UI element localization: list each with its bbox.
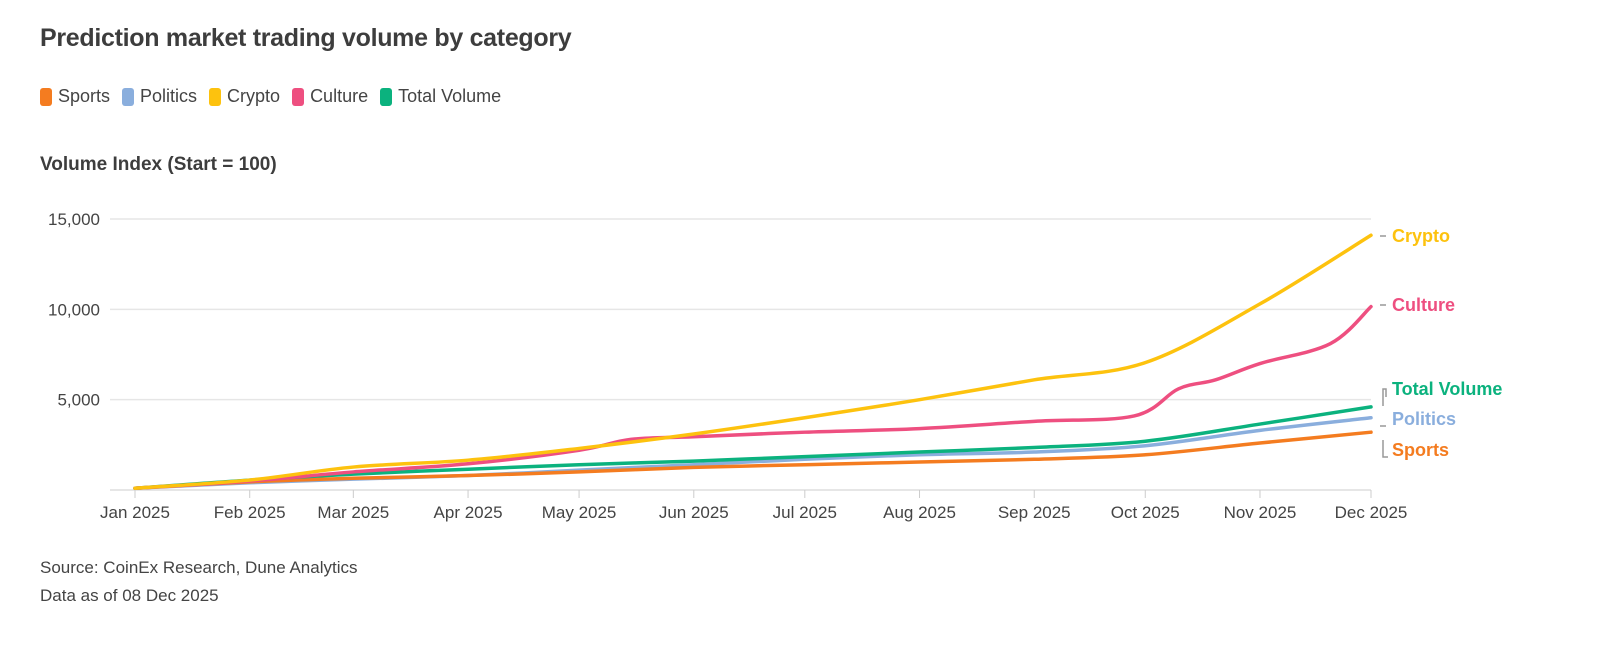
- legend-label: Culture: [310, 86, 369, 106]
- legend-swatch: [380, 87, 393, 106]
- end-label-culture: Culture: [1392, 295, 1455, 315]
- legend-swatch: [209, 87, 222, 106]
- x-tick-label: Mar 2025: [317, 503, 389, 522]
- legend-label: Total Volume: [398, 86, 502, 106]
- end-label-crypto: Crypto: [1392, 226, 1450, 246]
- legend-swatch: [40, 87, 52, 106]
- legend-label: Politics: [140, 86, 198, 106]
- x-tick-label: Jun 2025: [659, 503, 729, 522]
- legend-swatch: [292, 87, 305, 106]
- legend-item[interactable]: Culture: [292, 86, 368, 107]
- legend-item[interactable]: Crypto: [209, 86, 280, 107]
- x-tick-label: Apr 2025: [434, 503, 503, 522]
- series-line-total-volume: [133, 405, 1373, 490]
- leader-line: [1382, 440, 1388, 458]
- x-tick-label: Sep 2025: [998, 503, 1071, 522]
- chart-title: Prediction market trading volume by cate…: [40, 24, 572, 52]
- series-line-culture: [133, 304, 1373, 490]
- legend-item[interactable]: Sports: [40, 86, 110, 107]
- legend-label: Crypto: [227, 86, 281, 106]
- y-tick-label: 15,000: [48, 210, 100, 229]
- legend-swatch: [122, 87, 135, 106]
- end-label-sports: Sports: [1392, 440, 1449, 460]
- x-tick-label: Jul 2025: [773, 503, 837, 522]
- end-label-politics: Politics: [1392, 409, 1456, 429]
- series-line-crypto: [133, 233, 1373, 490]
- legend: Sports Politics Crypto Culture Total Volume: [40, 86, 501, 107]
- x-tick-label: Aug 2025: [883, 503, 956, 522]
- y-tick-label: 10,000: [48, 300, 100, 319]
- x-tick-label: May 2025: [542, 503, 617, 522]
- y-axis-label: Volume Index (Start = 100): [40, 154, 277, 175]
- x-tick-label: Dec 2025: [1335, 503, 1408, 522]
- leader-line: [1382, 388, 1387, 406]
- x-tick-label: Oct 2025: [1111, 503, 1180, 522]
- x-tick-label: Jan 2025: [100, 503, 170, 522]
- source-note: Source: CoinEx Research, Dune Analytics: [40, 558, 358, 577]
- data-date-note: Data as of 08 Dec 2025: [40, 586, 219, 605]
- x-tick-label: Feb 2025: [214, 503, 286, 522]
- x-tick-label: Nov 2025: [1224, 503, 1297, 522]
- legend-item[interactable]: Politics: [122, 86, 197, 107]
- legend-label: Sports: [58, 86, 111, 106]
- legend-item[interactable]: Total Volume: [380, 86, 501, 107]
- end-label-total-volume: Total Volume: [1392, 379, 1502, 399]
- series-line-sports: [133, 430, 1373, 490]
- y-tick-label: 5,000: [57, 391, 100, 410]
